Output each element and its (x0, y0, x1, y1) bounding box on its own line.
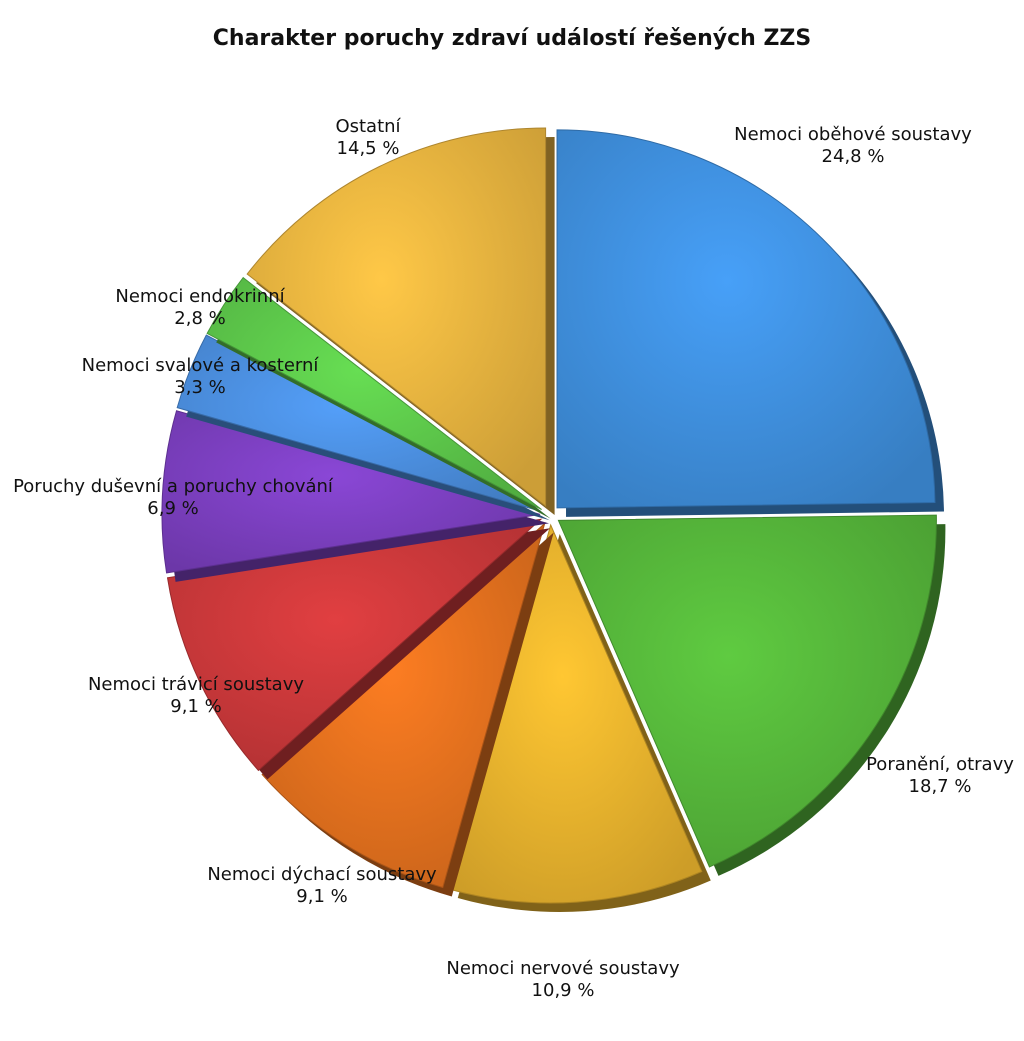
slice-value-nemoci-nervove-soustavy: 10,9 % (532, 980, 595, 1001)
slice-value-nemoci-obehove-soustavy: 24,8 % (822, 146, 885, 167)
slice-nemoci-nervove-soustavy (448, 523, 703, 904)
slice-nemoci-endokrinni (206, 276, 542, 511)
slice-label-nemoci-obehove-soustavy: Nemoci oběhové soustavy (734, 124, 972, 145)
slice-value-nemoci-svalove-a-kosterni: 3,3 % (174, 377, 225, 398)
slice-value-poruchy-dusevni-a-poruchy-chovani: 6,9 % (147, 498, 198, 519)
slice-label-nemoci-nervove-soustavy: Nemoci nervové soustavy (446, 958, 680, 979)
slice-nemoci-svalove-a-kosterni (176, 334, 541, 512)
slice-label-nemoci-endokrinni: Nemoci endokrinní (115, 286, 285, 307)
slice-label-nemoci-travici-soustavy: Nemoci trávicí soustavy (88, 674, 304, 695)
slice-label-nemoci-dychaci-soustavy: Nemoci dýchací soustavy (207, 864, 437, 885)
slice-poraneni-otravy (557, 514, 937, 868)
pie-slices (161, 127, 946, 912)
slice-label-poruchy-dusevni-a-poruchy-chovani: Poruchy duševní a poruchy chování (13, 476, 334, 497)
slice-label-nemoci-svalove-a-kosterni: Nemoci svalové a kosterní (82, 355, 320, 376)
slice-value-nemoci-travici-soustavy: 9,1 % (170, 696, 221, 717)
slice-nemoci-obehove-soustavy (556, 129, 936, 509)
chart-title: Charakter poruchy zdraví událostí řešený… (212, 26, 812, 51)
slice-poruchy-dusevni-a-poruchy-chovani (161, 410, 541, 574)
slice-label-poraneni-otravy: Poranění, otravy (866, 754, 1014, 775)
slice-value-poraneni-otravy: 18,7 % (909, 776, 972, 797)
slice-value-nemoci-dychaci-soustavy: 9,1 % (296, 886, 347, 907)
slice-nemoci-dychaci-soustavy (261, 521, 546, 889)
slice-value-nemoci-endokrinni: 2,8 % (174, 308, 225, 329)
slice-ostatni (246, 127, 547, 508)
slice-label-ostatni: Ostatní (335, 116, 401, 137)
slice-nemoci-travici-soustavy (166, 518, 543, 772)
slice-value-ostatni: 14,5 % (337, 138, 400, 159)
